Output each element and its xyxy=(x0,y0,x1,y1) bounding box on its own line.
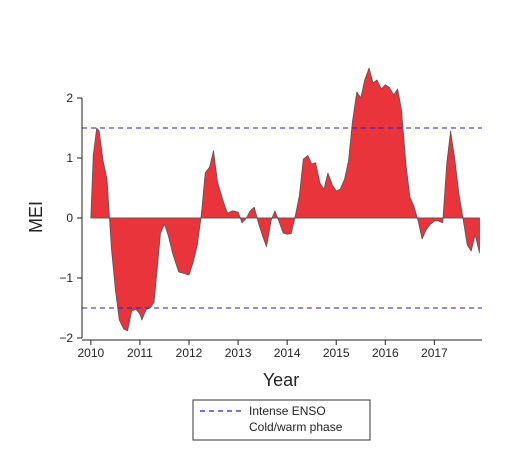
axes: 2010 2011 2012 2013 2014 2015 2016 2017 −2 −1 0 1 2 xyxy=(59,91,482,360)
x-tick-label: 2015 xyxy=(323,346,350,360)
y-tick-label: 2 xyxy=(66,91,73,105)
y-tick-label: −1 xyxy=(59,271,73,285)
legend: Intense ENSO Cold/warm phase xyxy=(192,399,371,441)
y-axis-title: MEI xyxy=(26,201,46,233)
x-tick-label: 2013 xyxy=(225,346,252,360)
mei-area xyxy=(90,67,480,332)
x-tick-label: 2010 xyxy=(77,346,104,360)
intense-enso-lines xyxy=(82,127,482,309)
legend-label-line1: Intense ENSO xyxy=(249,404,326,418)
y-tick-label: 0 xyxy=(66,211,73,225)
legend-label-line2: Cold/warm phase xyxy=(249,420,343,434)
x-tick-label: 2012 xyxy=(176,346,203,360)
legend-box xyxy=(192,399,371,441)
x-tick-label: 2017 xyxy=(421,346,448,360)
y-axis-ticks: −2 −1 0 1 2 xyxy=(59,91,82,345)
x-tick-label: 2016 xyxy=(372,346,399,360)
x-axis-ticks: 2010 2011 2012 2013 2014 2015 2016 2017 xyxy=(77,340,448,360)
x-axis-title: Year xyxy=(263,370,299,390)
y-tick-label: 1 xyxy=(66,151,73,165)
x-tick-label: 2014 xyxy=(274,346,301,360)
plot-area xyxy=(82,67,482,332)
x-tick-label: 2011 xyxy=(127,346,153,360)
y-tick-label: −2 xyxy=(59,331,73,345)
